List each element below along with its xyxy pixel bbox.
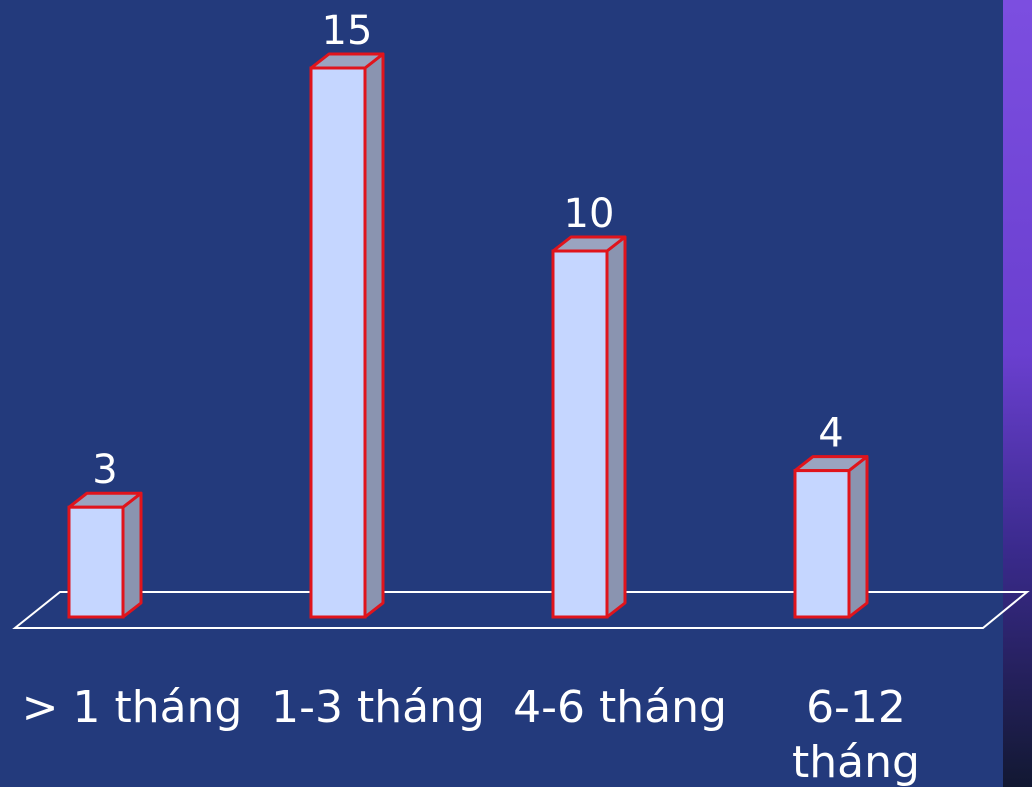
bars-group [67, 52, 869, 619]
bar-front-face [793, 469, 851, 619]
bar [551, 235, 627, 619]
bar-side-face [847, 455, 869, 619]
chart-floor [12, 591, 1030, 629]
category-label-line: > 1 tháng [22, 682, 243, 733]
bar [67, 491, 143, 619]
bar-value-label: 10 [564, 191, 615, 237]
category-label: 4-6 tháng [513, 682, 727, 733]
bar-side-face [121, 491, 143, 619]
bar-value-label: 4 [818, 411, 843, 457]
side-accent-strip [1003, 0, 1032, 787]
category-label-line: 6-12 [806, 682, 906, 733]
bar-front-face [67, 505, 125, 619]
value-labels-group: 3 15 10 4 [92, 8, 843, 493]
bar-value-label: 3 [92, 447, 117, 493]
category-label-line: 1-3 tháng [271, 682, 485, 733]
bar-side-face [605, 235, 627, 619]
bar-side-face [363, 52, 385, 619]
category-labels-group: > 1 tháng 1-3 tháng 4-6 tháng 6-12 tháng [22, 682, 920, 787]
category-label: > 1 tháng [22, 682, 243, 733]
bar-front-face [551, 249, 609, 619]
category-label: 1-3 tháng [271, 682, 485, 733]
category-label-line: 4-6 tháng [513, 682, 727, 733]
bar [793, 455, 869, 619]
category-label: 6-12 tháng [792, 682, 920, 787]
category-label-line: tháng [792, 737, 920, 787]
bar [309, 52, 385, 619]
bar-front-face [309, 66, 367, 619]
bar-value-label: 15 [322, 8, 373, 54]
